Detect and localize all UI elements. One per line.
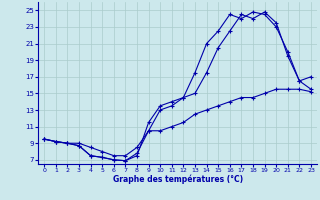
X-axis label: Graphe des températures (°C): Graphe des températures (°C) <box>113 175 243 184</box>
